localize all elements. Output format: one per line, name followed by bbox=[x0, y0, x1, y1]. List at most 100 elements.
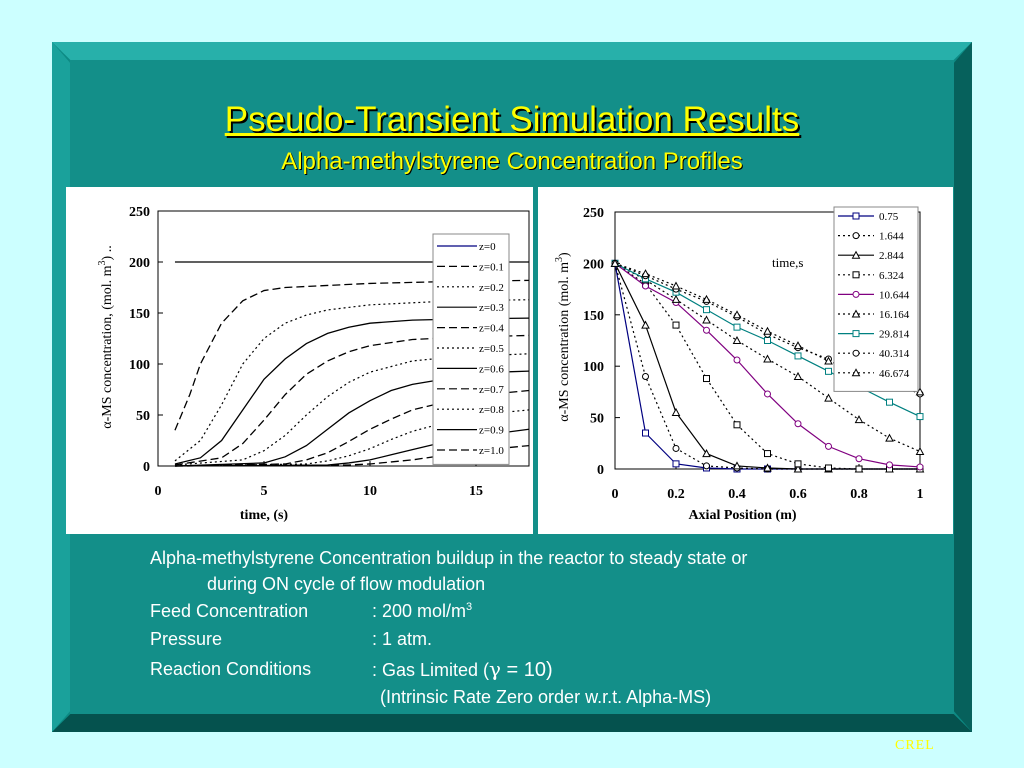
legend-title: time,s bbox=[772, 255, 803, 270]
data-point bbox=[854, 415, 864, 424]
legend-marker bbox=[852, 349, 860, 357]
data-point bbox=[672, 444, 680, 452]
legend-label: 40.314 bbox=[879, 348, 910, 360]
data-point bbox=[642, 429, 649, 437]
legend-label: 2.844 bbox=[879, 250, 904, 262]
pressure-label: Pressure bbox=[150, 629, 223, 649]
gamma-symbol: γ bbox=[489, 657, 501, 681]
chart-panel-time: 0 50 100 150 200 250 0 5 10 15 time, (s) α-MS conce… bbox=[66, 187, 533, 534]
legend-marker bbox=[852, 330, 860, 338]
y-tick-label: 100 bbox=[583, 360, 604, 375]
data-point bbox=[793, 464, 803, 473]
data-point bbox=[671, 407, 681, 416]
data-point bbox=[794, 420, 802, 428]
legend-label: z=0.7 bbox=[479, 384, 504, 396]
x-tick-label: 5 bbox=[261, 484, 268, 499]
legend-label: 6.324 bbox=[879, 270, 904, 282]
data-point bbox=[672, 460, 680, 468]
y-axis-label: α-MS concentration, (mol. m3) .. bbox=[97, 245, 115, 428]
data-point bbox=[642, 372, 649, 380]
frame-bevel-right bbox=[954, 42, 972, 732]
data-point bbox=[824, 356, 833, 365]
frame-bevel-top bbox=[52, 42, 972, 60]
y-axis-label: α-MS concentration (mol. m3) bbox=[554, 252, 572, 422]
reaction-label: Reaction Conditions bbox=[150, 659, 312, 679]
data-point bbox=[825, 464, 832, 472]
legend-marker bbox=[851, 250, 861, 259]
legend-marker bbox=[852, 290, 860, 298]
x-tick-label: 0 bbox=[612, 487, 619, 502]
axial-concentration-chart: 0 50 100 150 200 250 0 0.2 0.4 0.6 0.8 1 Axial Posit… bbox=[554, 206, 925, 523]
legend-label: 16.164 bbox=[879, 309, 910, 321]
x-tick-label: 0.4 bbox=[728, 487, 746, 502]
legend-label: z=0.4 bbox=[479, 323, 504, 335]
y-tick-label: 100 bbox=[129, 358, 150, 373]
y-tick-label: 50 bbox=[136, 409, 150, 424]
data-point bbox=[825, 367, 832, 375]
data-point bbox=[702, 294, 711, 303]
legend-box bbox=[833, 206, 919, 392]
x-tick-label: 0.8 bbox=[850, 487, 868, 502]
data-point bbox=[763, 354, 772, 363]
y-tick-label: 200 bbox=[583, 257, 604, 272]
data-point bbox=[703, 326, 710, 334]
legend-marker bbox=[852, 271, 860, 279]
x-tick-label: 0.2 bbox=[667, 487, 685, 502]
legend-label: 1.644 bbox=[879, 231, 904, 243]
legend-label: z=0.8 bbox=[479, 404, 504, 416]
data-point bbox=[916, 463, 924, 471]
y-tick-label: 0 bbox=[143, 460, 150, 475]
data-point bbox=[733, 323, 741, 331]
data-point bbox=[764, 390, 771, 398]
frame-bevel-left bbox=[52, 42, 70, 732]
series-line-z=0.5 bbox=[174, 353, 530, 466]
legend-label: z=1.0 bbox=[479, 445, 504, 457]
series-line-z=0.1 bbox=[174, 279, 530, 431]
data-point bbox=[641, 269, 650, 278]
data-point bbox=[702, 315, 711, 324]
data-point bbox=[793, 341, 803, 350]
data-point bbox=[763, 463, 772, 472]
y-tick-label: 150 bbox=[129, 307, 150, 322]
data-point bbox=[824, 393, 833, 402]
plot-area-frame bbox=[157, 210, 530, 467]
feed-label: Feed Concentration bbox=[150, 601, 309, 621]
legend-label: z=0.2 bbox=[479, 282, 504, 294]
legend-label: 46.674 bbox=[879, 368, 910, 380]
y-tick-label: 150 bbox=[583, 309, 604, 324]
legend-marker bbox=[852, 232, 860, 240]
data-point bbox=[733, 356, 741, 364]
data-point bbox=[642, 282, 649, 290]
data-point bbox=[732, 335, 742, 344]
slide-subtitle: Alpha-methylstyrene Concentration Profil… bbox=[281, 148, 743, 175]
series-line-z=0.2 bbox=[174, 299, 530, 462]
y-tick-label: 0 bbox=[597, 463, 604, 478]
y-tick-label: 50 bbox=[590, 412, 604, 427]
y-tick-label: 200 bbox=[129, 256, 150, 271]
x-tick-label: 1 bbox=[917, 487, 924, 502]
legend-label: z=0.3 bbox=[479, 302, 504, 314]
x-tick-label: 0 bbox=[155, 484, 162, 499]
chart-panel-axial: 0 50 100 150 200 250 0 0.2 0.4 0.6 0.8 1 Axial Posit… bbox=[538, 187, 953, 534]
data-point bbox=[732, 461, 742, 470]
legend-marker bbox=[851, 368, 861, 377]
feed-unit-superscript: 3 bbox=[466, 601, 473, 613]
x-tick-label: 15 bbox=[469, 484, 483, 499]
data-point bbox=[886, 461, 893, 469]
data-point bbox=[915, 446, 925, 456]
feed-value: : 200 mol/m3 bbox=[372, 601, 473, 621]
data-point bbox=[885, 433, 894, 442]
legend-label: 0.75 bbox=[879, 211, 899, 223]
reaction-note: (Intrinsic Rate Zero order w.r.t. Alpha-… bbox=[380, 687, 712, 707]
data-point bbox=[641, 320, 650, 329]
y-tick-label: 250 bbox=[583, 206, 604, 221]
data-point bbox=[764, 450, 771, 458]
legend-label: z=0.1 bbox=[479, 261, 504, 273]
body-line-1: Alpha-methylstyrene Concentration buildu… bbox=[150, 548, 748, 568]
series-line-40.314 bbox=[614, 262, 921, 395]
data-point bbox=[793, 371, 803, 380]
legend-label: z=0 bbox=[479, 241, 496, 253]
data-point bbox=[855, 455, 863, 463]
data-point bbox=[794, 460, 802, 468]
body-line-2: during ON cycle of flow modulation bbox=[207, 574, 486, 594]
